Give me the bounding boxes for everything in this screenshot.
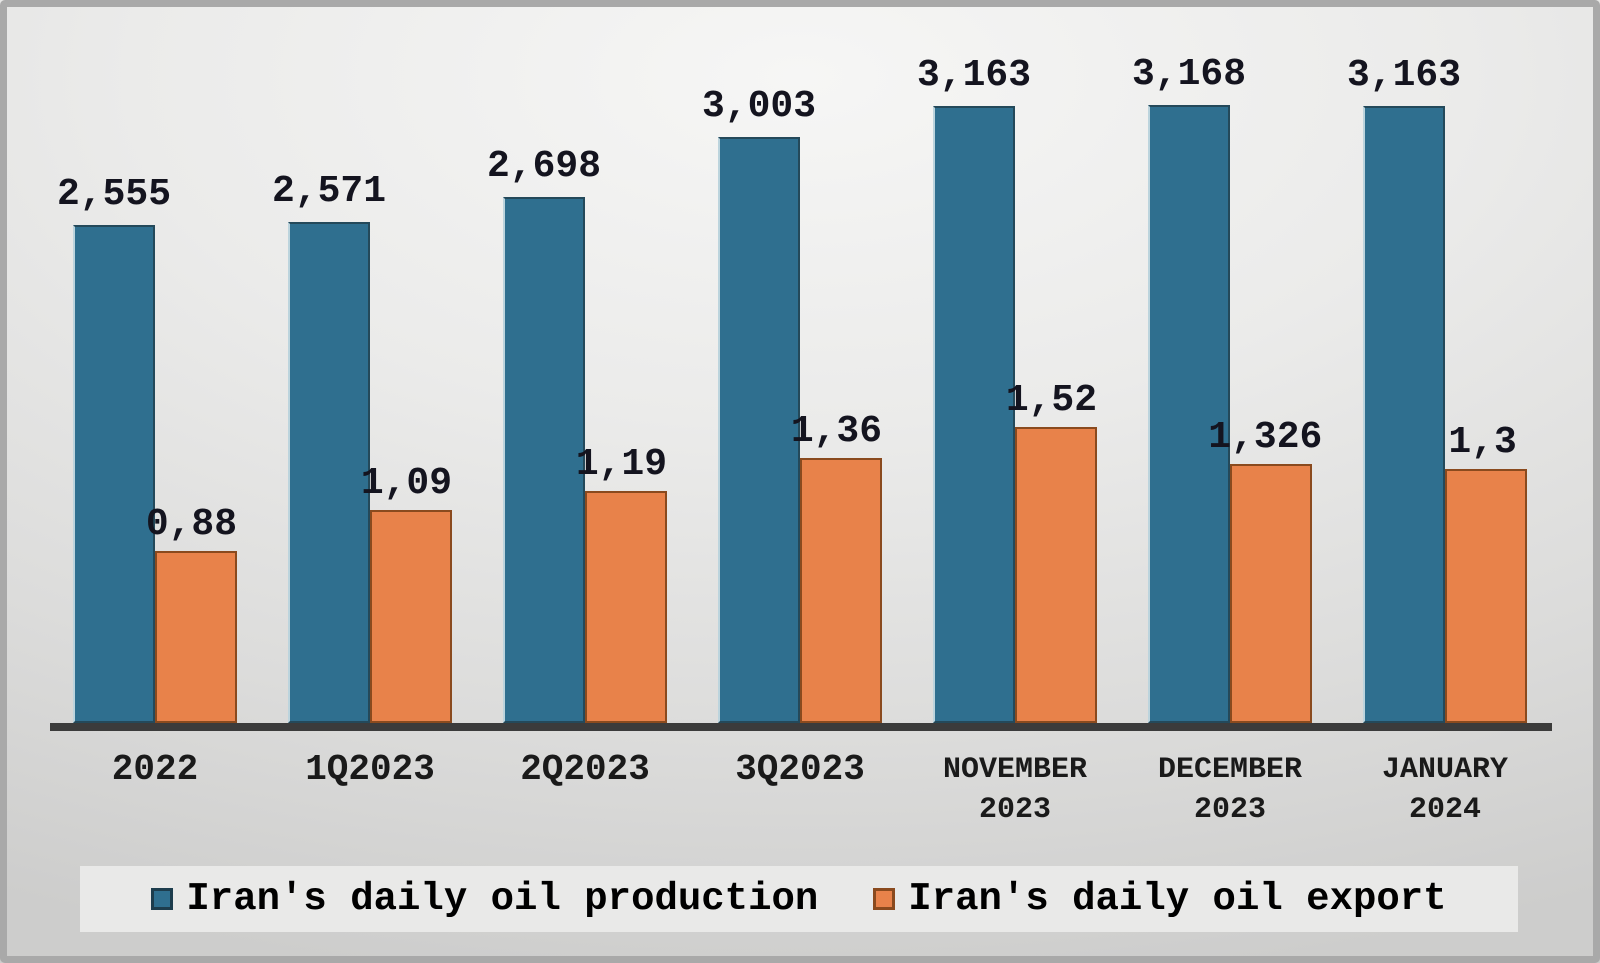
export-value-label: 1,3 bbox=[1448, 421, 1517, 464]
production-bar bbox=[933, 106, 1015, 723]
production-bar bbox=[288, 222, 370, 723]
production-value-label: 2,698 bbox=[486, 145, 602, 188]
production-bar bbox=[503, 197, 585, 723]
x-axis-labels: 2022 1Q2023 2Q2023 3Q2023 NOVEMBER 2023 D… bbox=[73, 750, 1527, 830]
bar-group: 3,168 1,326 bbox=[1132, 56, 1322, 723]
export-bar bbox=[585, 491, 667, 723]
production-value-label: 3,163 bbox=[1346, 54, 1462, 97]
bar-groups: 2,555 0,88 2,571 1,09 2,698 1,19 3,003 1… bbox=[57, 56, 1527, 723]
export-value-label: 1,36 bbox=[790, 410, 883, 453]
x-axis-label: DECEMBER 2023 bbox=[1157, 753, 1303, 827]
x-axis-label: JANUARY 2024 bbox=[1381, 753, 1509, 827]
production-bar bbox=[1148, 105, 1230, 723]
legend-label-export: Iran's daily oil export bbox=[908, 876, 1447, 921]
production-value-label: 3,163 bbox=[916, 54, 1032, 97]
x-axis-label: NOVEMBER 2023 bbox=[942, 753, 1088, 827]
production-bar bbox=[718, 137, 800, 723]
export-bar bbox=[370, 510, 452, 723]
x-axis-label: 2022 bbox=[111, 749, 199, 790]
production-bar bbox=[1363, 106, 1445, 723]
export-value-label: 0,88 bbox=[145, 503, 238, 546]
production-value-label: 3,003 bbox=[701, 85, 817, 128]
x-axis-label: 3Q2023 bbox=[735, 749, 865, 790]
export-bar bbox=[1230, 464, 1312, 723]
production-value-label: 3,168 bbox=[1131, 53, 1247, 96]
bar-group: 3,163 1,3 bbox=[1347, 57, 1527, 723]
export-value-label: 1,52 bbox=[1005, 379, 1098, 422]
legend-label-production: Iran's daily oil production bbox=[186, 876, 819, 921]
export-value-label: 1,09 bbox=[360, 462, 453, 505]
x-axis-line bbox=[50, 723, 1552, 731]
x-axis-label: 2Q2023 bbox=[520, 749, 650, 790]
bar-group: 2,571 1,09 bbox=[272, 103, 453, 723]
bar-group: 3,163 1,52 bbox=[917, 57, 1098, 723]
legend-item-export: Iran's daily oil export bbox=[873, 876, 1447, 921]
production-value-label: 2,571 bbox=[271, 170, 387, 213]
export-swatch-icon bbox=[873, 888, 896, 910]
production-bar bbox=[73, 225, 155, 723]
x-axis-label: 1Q2023 bbox=[305, 749, 435, 790]
export-bar bbox=[800, 458, 882, 723]
legend-item-production: Iran's daily oil production bbox=[151, 876, 819, 921]
bar-group: 3,003 1,36 bbox=[702, 88, 883, 723]
export-value-label: 1,326 bbox=[1208, 416, 1323, 459]
export-bar bbox=[1445, 469, 1527, 723]
legend: Iran's daily oil production Iran's daily… bbox=[80, 866, 1518, 932]
production-value-label: 2,555 bbox=[56, 173, 172, 216]
export-bar bbox=[155, 551, 237, 723]
bar-group: 2,555 0,88 bbox=[57, 103, 238, 723]
export-value-label: 1,19 bbox=[575, 443, 668, 486]
export-bar bbox=[1015, 427, 1097, 723]
bar-group: 2,698 1,19 bbox=[487, 103, 668, 723]
production-swatch-icon bbox=[151, 888, 174, 910]
